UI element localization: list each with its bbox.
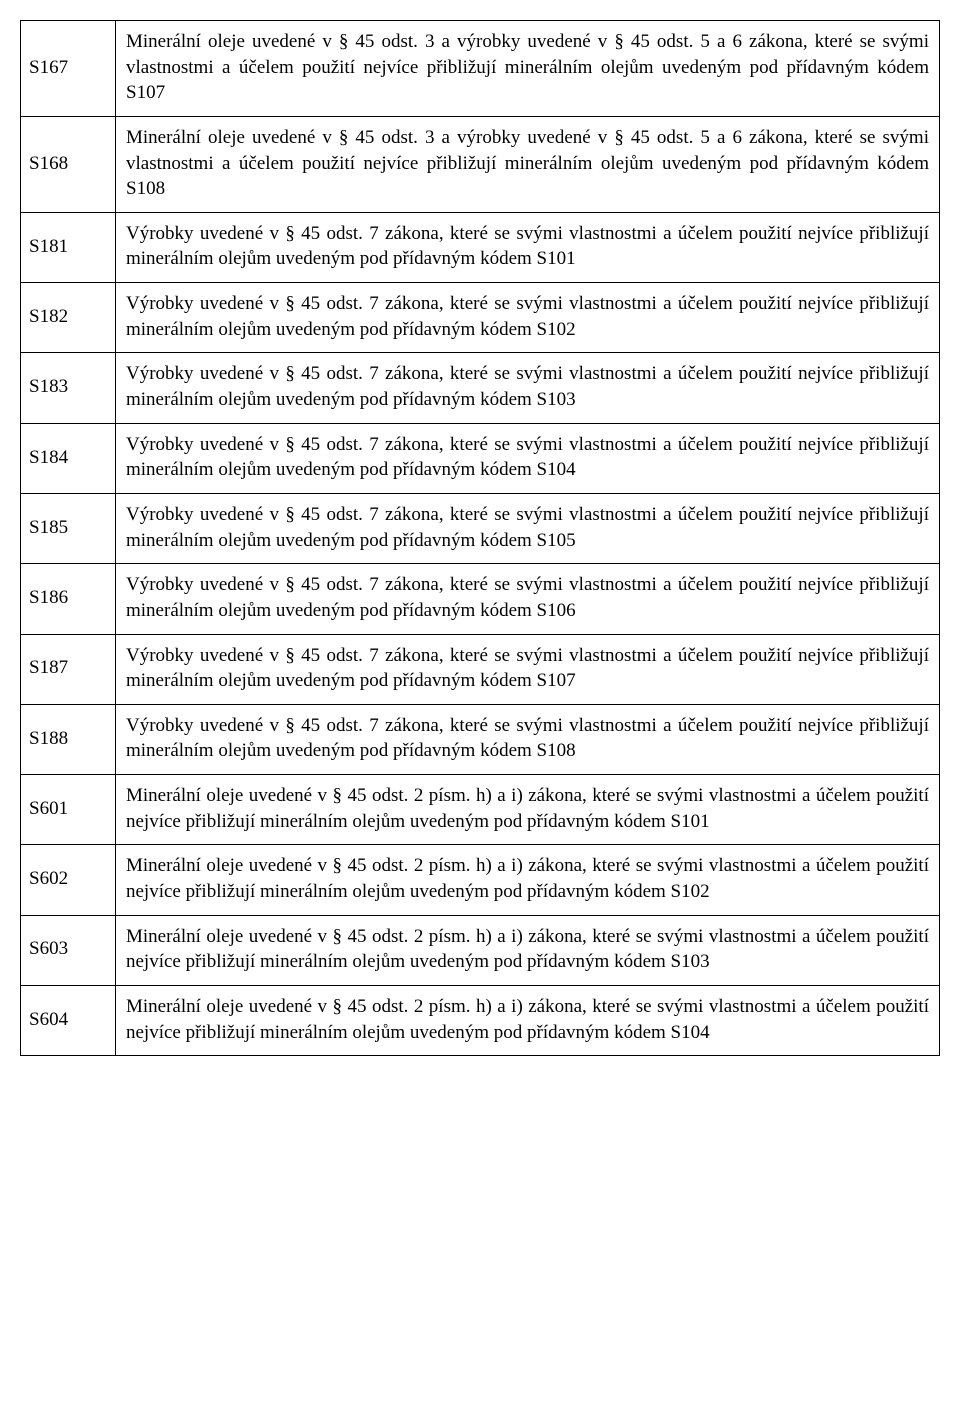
table-row: S186Výrobky uvedené v § 45 odst. 7 zákon… (21, 564, 940, 634)
code-cell: S188 (21, 704, 116, 774)
table-row: S603Minerální oleje uvedené v § 45 odst.… (21, 915, 940, 985)
description-cell: Výrobky uvedené v § 45 odst. 7 zákona, k… (116, 634, 940, 704)
table-row: S167Minerální oleje uvedené v § 45 odst.… (21, 21, 940, 117)
table-row: S601Minerální oleje uvedené v § 45 odst.… (21, 775, 940, 845)
code-cell: S604 (21, 985, 116, 1055)
description-cell: Minerální oleje uvedené v § 45 odst. 2 p… (116, 985, 940, 1055)
table-row: S182Výrobky uvedené v § 45 odst. 7 zákon… (21, 283, 940, 353)
table-row: S188Výrobky uvedené v § 45 odst. 7 zákon… (21, 704, 940, 774)
description-cell: Výrobky uvedené v § 45 odst. 7 zákona, k… (116, 212, 940, 282)
description-cell: Minerální oleje uvedené v § 45 odst. 2 p… (116, 775, 940, 845)
table-row: S181Výrobky uvedené v § 45 odst. 7 zákon… (21, 212, 940, 282)
code-cell: S185 (21, 493, 116, 563)
description-cell: Minerální oleje uvedené v § 45 odst. 2 p… (116, 915, 940, 985)
code-cell: S181 (21, 212, 116, 282)
description-cell: Výrobky uvedené v § 45 odst. 7 zákona, k… (116, 283, 940, 353)
table-row: S185Výrobky uvedené v § 45 odst. 7 zákon… (21, 493, 940, 563)
table-row: S602Minerální oleje uvedené v § 45 odst.… (21, 845, 940, 915)
code-cell: S186 (21, 564, 116, 634)
description-cell: Minerální oleje uvedené v § 45 odst. 3 a… (116, 116, 940, 212)
code-cell: S167 (21, 21, 116, 117)
code-cell: S182 (21, 283, 116, 353)
table-row: S183Výrobky uvedené v § 45 odst. 7 zákon… (21, 353, 940, 423)
description-cell: Výrobky uvedené v § 45 odst. 7 zákona, k… (116, 564, 940, 634)
codes-table: S167Minerální oleje uvedené v § 45 odst.… (20, 20, 940, 1056)
description-cell: Výrobky uvedené v § 45 odst. 7 zákona, k… (116, 353, 940, 423)
description-cell: Výrobky uvedené v § 45 odst. 7 zákona, k… (116, 423, 940, 493)
code-cell: S601 (21, 775, 116, 845)
code-cell: S603 (21, 915, 116, 985)
description-cell: Minerální oleje uvedené v § 45 odst. 2 p… (116, 845, 940, 915)
table-row: S187Výrobky uvedené v § 45 odst. 7 zákon… (21, 634, 940, 704)
code-cell: S183 (21, 353, 116, 423)
table-row: S184Výrobky uvedené v § 45 odst. 7 zákon… (21, 423, 940, 493)
code-cell: S187 (21, 634, 116, 704)
code-cell: S602 (21, 845, 116, 915)
description-cell: Výrobky uvedené v § 45 odst. 7 zákona, k… (116, 704, 940, 774)
code-cell: S184 (21, 423, 116, 493)
table-row: S168Minerální oleje uvedené v § 45 odst.… (21, 116, 940, 212)
code-cell: S168 (21, 116, 116, 212)
description-cell: Minerální oleje uvedené v § 45 odst. 3 a… (116, 21, 940, 117)
description-cell: Výrobky uvedené v § 45 odst. 7 zákona, k… (116, 493, 940, 563)
table-row: S604Minerální oleje uvedené v § 45 odst.… (21, 985, 940, 1055)
